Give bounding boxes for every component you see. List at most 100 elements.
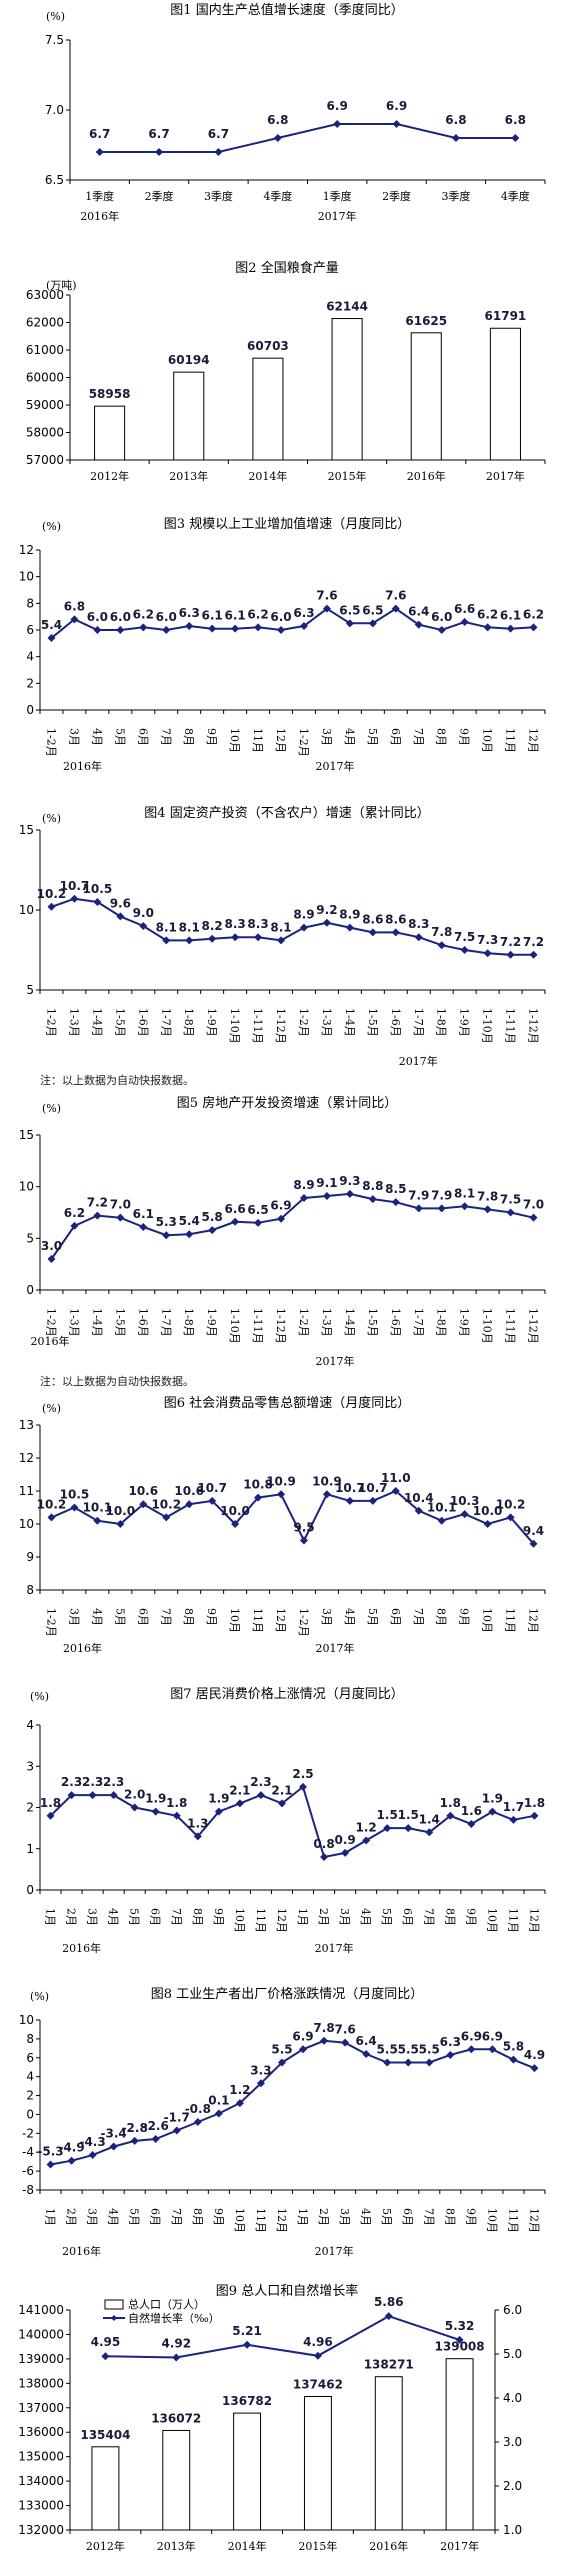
data-label: 5.4 xyxy=(41,618,62,632)
data-point xyxy=(506,1208,515,1217)
data-point xyxy=(362,1836,371,1845)
y-axis-unit: (%) xyxy=(46,10,65,23)
x-tick-label: 10月 xyxy=(481,1608,494,1633)
x-tick-label: 1-12月 xyxy=(527,1308,540,1344)
data-label: -2.8 xyxy=(122,2121,148,2135)
x-tick-label: 2014年 xyxy=(228,2539,267,2553)
data-point xyxy=(446,1811,455,1820)
data-label: 8.3 xyxy=(408,917,429,931)
data-point xyxy=(437,1204,446,1213)
chart-title: 图1 国内生产总值增长速度（季度同比） xyxy=(170,2,403,18)
bar xyxy=(173,371,205,461)
x-tick-label: 3月 xyxy=(320,728,333,746)
data-point xyxy=(139,1500,148,1509)
x-tick-label: 1月 xyxy=(44,2208,57,2226)
y-tick-label: 12 xyxy=(19,543,34,557)
chart-4-fixed-asset: 图4 固定资产投资（不含农户）增速（累计同比） (%) 5 10 15 1-2月 1-3月 1… xyxy=(0,800,575,1090)
x-tick-label: 3月 xyxy=(86,1908,99,1926)
data-label: 9.2 xyxy=(316,903,337,917)
data-label: 9.5 xyxy=(293,1521,314,1535)
data-point xyxy=(488,2045,497,2054)
x-tick-label: 11月 xyxy=(254,1908,267,1933)
data-point xyxy=(368,928,377,937)
x-tick-label: 4月 xyxy=(107,2208,120,2226)
data-label: 1.7 xyxy=(503,1800,524,1814)
x-tick-label: 1-12月 xyxy=(527,1008,540,1044)
y-tick-label: 8 xyxy=(26,2032,34,2046)
data-point xyxy=(162,1231,171,1240)
x-tick-label: 3月 xyxy=(338,1908,351,1926)
data-point xyxy=(208,934,217,943)
data-point xyxy=(231,624,240,633)
data-label: 7.8 xyxy=(313,2021,334,2035)
data-point xyxy=(368,1496,377,1505)
y-tick-label: 4 xyxy=(26,1718,34,1732)
x-tick-label: 6月 xyxy=(401,2208,414,2226)
x-tick-label: 9月 xyxy=(212,2208,225,2226)
data-label: 2.3 xyxy=(103,1775,124,1789)
x-tick-label: 2月 xyxy=(65,1908,78,1926)
y-axis-unit: (万吨) xyxy=(46,279,77,292)
data-point xyxy=(231,1520,240,1528)
data-label: 6.2 xyxy=(64,1206,85,1220)
y-tick-label: 62000 xyxy=(26,316,64,330)
x-tick-label: 1-4月 xyxy=(343,1008,356,1037)
data-label: 6.3 xyxy=(440,2035,461,2049)
data-label: 8.5 xyxy=(385,1182,406,1196)
growth-rate-label: 4.96 xyxy=(303,2335,333,2349)
x-tick-label: 10月 xyxy=(485,2208,498,2233)
data-point xyxy=(231,933,240,942)
data-label: 6.6 xyxy=(224,1202,245,1216)
growth-rate-point xyxy=(243,2340,252,2349)
data-point xyxy=(530,1811,539,1820)
data-label: 2.3 xyxy=(61,1775,82,1789)
chart-3-svg: 图3 规模以上工业增加值增速（月度同比） (%) 0 2 4 6 8 10 12 1-2月 3月 4月… xyxy=(19,516,546,773)
x-group-label: 2016年 xyxy=(80,209,119,223)
chart-title: 图9 总人口和自然增长率 xyxy=(216,2283,358,2299)
data-label: 9.1 xyxy=(316,1176,337,1190)
data-point xyxy=(254,1218,263,1227)
y-tick-label: 15 xyxy=(19,823,34,837)
x-tick-label: 11月 xyxy=(251,1608,264,1633)
data-label: 6.4 xyxy=(408,605,429,619)
data-label: 60703 xyxy=(247,339,289,353)
data-label: 9.0 xyxy=(133,906,154,920)
x-tick-label: 1月 xyxy=(44,1908,57,1926)
x-tick-label: 7月 xyxy=(412,1608,425,1626)
x-tick-label: 6月 xyxy=(401,1908,414,1926)
x-tick-label: 1-11月 xyxy=(251,1308,264,1344)
x-group-label: 2016年 xyxy=(62,1941,101,1955)
data-label: 10.5 xyxy=(60,1488,90,1502)
chart-7-svg: 图7 居民消费价格上涨情况（月度同比） (%) 0 1 2 3 4 1月 2月 3月 4月 5月 6月 7… xyxy=(26,1686,546,1955)
x-tick-label: 12月 xyxy=(275,2208,288,2233)
data-label: 5.8 xyxy=(503,2040,524,2054)
x-tick-label: 3月 xyxy=(86,2208,99,2226)
data-point xyxy=(277,1799,286,1808)
data-label: 7.3 xyxy=(477,933,498,947)
data-label: 9.4 xyxy=(523,1524,544,1538)
x-group-label: 2016年 xyxy=(62,2244,101,2258)
x-tick-label: 5月 xyxy=(380,1908,393,1926)
y-tick-label: -6 xyxy=(22,2164,34,2178)
data-point xyxy=(345,1496,354,1505)
y-axis-unit: (%) xyxy=(42,812,61,825)
chart-6-retail: 图6 社会消费品零售总额增速（月度同比） (%) 8 9 10 11 12 13 1-2月 3月 4… xyxy=(0,1390,575,1680)
data-point xyxy=(391,1198,400,1207)
data-point xyxy=(299,622,308,630)
y-axis-unit: (%) xyxy=(30,1990,49,2003)
data-label: 10.1 xyxy=(83,1501,113,1515)
x-tick-label: 10月 xyxy=(481,728,494,753)
data-label: 7.2 xyxy=(87,1196,108,1210)
bar xyxy=(489,327,521,461)
x-tick-label: 10月 xyxy=(485,1908,498,1933)
data-point xyxy=(483,1205,492,1214)
y-tick-label: 3 xyxy=(26,1759,34,1773)
data-label: 1.9 xyxy=(482,1792,503,1806)
data-point xyxy=(368,1195,377,1204)
data-label: 6.5 xyxy=(247,1203,268,1217)
data-point xyxy=(404,1824,413,1833)
x-tick-label: 1-5月 xyxy=(366,1308,379,1337)
data-label: 7.5 xyxy=(500,1193,521,1207)
chart-title: 图4 固定资产投资（不含农户）增速（累计同比） xyxy=(144,805,429,821)
data-label: 6.9 xyxy=(461,2029,482,2043)
